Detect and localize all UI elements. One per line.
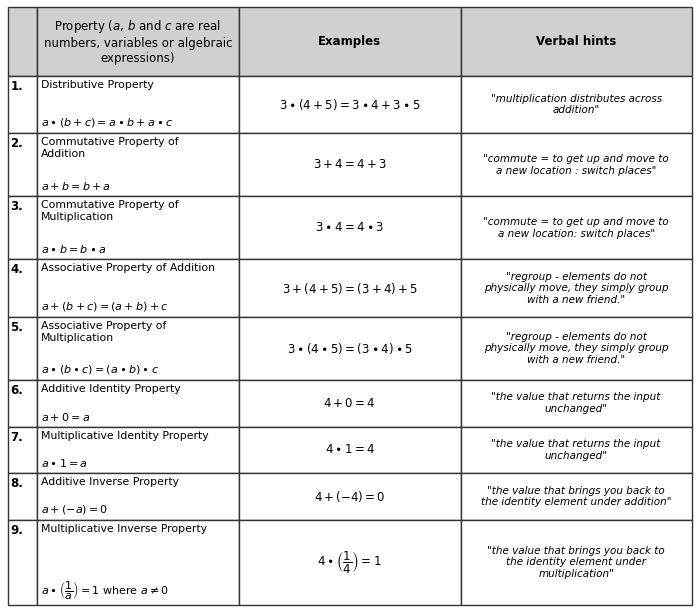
Text: 3.: 3. — [10, 200, 23, 214]
Text: $a+(-a)=0$: $a+(-a)=0$ — [41, 502, 108, 516]
Bar — [37, 133, 239, 196]
Bar — [8, 7, 37, 76]
Text: "regroup - elements do not
physically move, they simply group
with a new friend.: "regroup - elements do not physically mo… — [484, 332, 668, 365]
Text: Associative Property of
Multiplication: Associative Property of Multiplication — [41, 321, 167, 343]
Text: Verbal hints: Verbal hints — [536, 35, 616, 48]
Text: $3\bullet(4+5)=3\bullet4+3\bullet5$: $3\bullet(4+5)=3\bullet4+3\bullet5$ — [279, 97, 421, 112]
Text: $4\bullet1=4$: $4\bullet1=4$ — [325, 443, 374, 457]
Bar — [461, 380, 692, 427]
Text: 6.: 6. — [10, 384, 23, 397]
Text: Multiplicative Identity Property: Multiplicative Identity Property — [41, 431, 209, 441]
Bar — [37, 7, 239, 76]
Text: Associative Property of Addition: Associative Property of Addition — [41, 263, 215, 274]
Text: Additive Inverse Property: Additive Inverse Property — [41, 477, 179, 487]
Text: $3\bullet(4\bullet5)=(3\bullet4)\bullet5$: $3\bullet(4\bullet5)=(3\bullet4)\bullet5… — [286, 341, 413, 356]
Bar — [8, 76, 37, 133]
Bar — [37, 520, 239, 605]
Bar — [239, 520, 461, 605]
Text: 9.: 9. — [10, 524, 23, 537]
Text: $3+4=4+3$: $3+4=4+3$ — [313, 159, 386, 171]
Bar — [239, 380, 461, 427]
Bar — [239, 259, 461, 317]
Text: "commute = to get up and move to
a new location : switch places": "commute = to get up and move to a new l… — [483, 154, 669, 176]
Text: 8.: 8. — [10, 477, 23, 490]
Text: $4+(-4)=0$: $4+(-4)=0$ — [314, 489, 386, 504]
Text: Property ($a$, $b$ and $c$ are real
numbers, variables or algebraic
expressions): Property ($a$, $b$ and $c$ are real numb… — [43, 18, 232, 65]
Bar — [37, 259, 239, 317]
Bar — [239, 427, 461, 473]
Text: Additive Identity Property: Additive Identity Property — [41, 384, 181, 394]
Text: $3\bullet4=4\bullet3$: $3\bullet4=4\bullet3$ — [315, 222, 384, 234]
Text: $3+(4+5)=(3+4)+5$: $3+(4+5)=(3+4)+5$ — [281, 281, 418, 296]
Text: Distributive Property: Distributive Property — [41, 80, 154, 90]
Text: "the value that returns the input
unchanged": "the value that returns the input unchan… — [491, 439, 661, 461]
Text: $a\bullet(b\bullet c)=(a\bullet b)\bullet c$: $a\bullet(b\bullet c)=(a\bullet b)\bulle… — [41, 363, 159, 376]
Bar — [8, 380, 37, 427]
Text: "the value that brings you back to
the identity element under addition": "the value that brings you back to the i… — [481, 486, 671, 507]
Bar — [461, 427, 692, 473]
Bar — [461, 76, 692, 133]
Bar — [461, 7, 692, 76]
Bar — [239, 133, 461, 196]
Bar — [461, 520, 692, 605]
Bar — [461, 196, 692, 259]
Bar — [37, 427, 239, 473]
Text: "commute = to get up and move to
a new location: switch places": "commute = to get up and move to a new l… — [483, 217, 669, 239]
Text: $a\bullet\left(\dfrac{1}{a}\right)=1$ where $a\neq0$: $a\bullet\left(\dfrac{1}{a}\right)=1$ wh… — [41, 579, 169, 600]
Bar — [37, 317, 239, 380]
Bar — [461, 259, 692, 317]
Text: "the value that brings you back to
the identity element under
multiplication": "the value that brings you back to the i… — [487, 545, 665, 579]
Text: 1.: 1. — [10, 80, 23, 93]
Bar — [37, 473, 239, 520]
Text: 2.: 2. — [10, 137, 23, 151]
Bar — [37, 76, 239, 133]
Text: $a+0=a$: $a+0=a$ — [41, 411, 90, 422]
Text: 4.: 4. — [10, 263, 23, 277]
Bar — [8, 317, 37, 380]
Text: Commutative Property of
Multiplication: Commutative Property of Multiplication — [41, 200, 178, 222]
Bar — [239, 317, 461, 380]
Text: "the value that returns the input
unchanged": "the value that returns the input unchan… — [491, 392, 661, 414]
Bar — [461, 133, 692, 196]
Text: $a+b=b+a$: $a+b=b+a$ — [41, 181, 111, 192]
Text: $a\bullet b=b\bullet a$: $a\bullet b=b\bullet a$ — [41, 244, 106, 255]
Bar — [239, 76, 461, 133]
Bar — [8, 196, 37, 259]
Bar — [461, 317, 692, 380]
Text: $4+0=4$: $4+0=4$ — [323, 397, 376, 410]
Text: $4\bullet\left(\dfrac{1}{4}\right)=1$: $4\bullet\left(\dfrac{1}{4}\right)=1$ — [317, 549, 382, 575]
Text: $a+(b+c)=(a+b)+c$: $a+(b+c)=(a+b)+c$ — [41, 300, 169, 313]
Bar — [37, 196, 239, 259]
Bar — [8, 520, 37, 605]
Text: Commutative Property of
Addition: Commutative Property of Addition — [41, 137, 178, 159]
Text: Multiplicative Inverse Property: Multiplicative Inverse Property — [41, 524, 207, 534]
Text: 5.: 5. — [10, 321, 23, 334]
Bar — [37, 380, 239, 427]
Text: $a\bullet1=a$: $a\bullet1=a$ — [41, 457, 88, 469]
Bar — [8, 427, 37, 473]
Text: 7.: 7. — [10, 431, 23, 444]
Bar — [239, 7, 461, 76]
Bar — [8, 259, 37, 317]
Bar — [8, 473, 37, 520]
Text: "multiplication distributes across
addition": "multiplication distributes across addit… — [491, 94, 662, 116]
Bar — [239, 473, 461, 520]
Bar — [239, 196, 461, 259]
Text: "regroup - elements do not
physically move, they simply group
with a new friend.: "regroup - elements do not physically mo… — [484, 272, 668, 305]
Text: Examples: Examples — [318, 35, 382, 48]
Text: $a\bullet(b+c)=a\bullet b+a\bullet c$: $a\bullet(b+c)=a\bullet b+a\bullet c$ — [41, 116, 174, 129]
Bar — [8, 133, 37, 196]
Bar — [461, 473, 692, 520]
